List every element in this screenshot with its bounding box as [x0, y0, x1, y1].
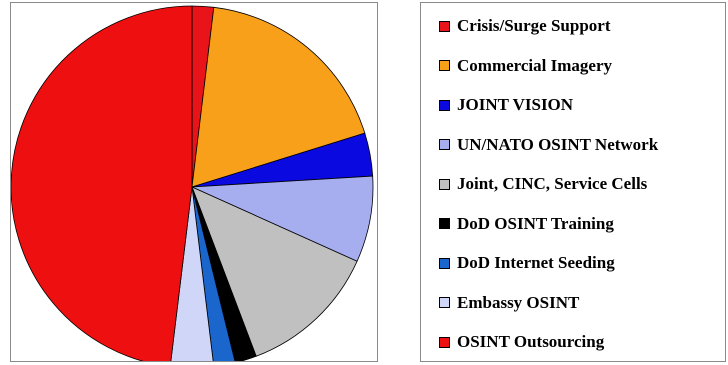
pie-chart	[11, 5, 374, 361]
legend-item: Joint, CINC, Service Cells	[439, 171, 647, 197]
pie-slice-1	[191, 6, 366, 188]
legend-label: DoD OSINT Training	[457, 213, 614, 233]
pie-chart-frame	[10, 2, 378, 362]
legend-item: Commercial Imagery	[439, 53, 612, 79]
pie-slice-7	[170, 186, 214, 361]
legend-swatch	[439, 139, 450, 150]
legend-label: Crisis/Surge Support	[457, 16, 611, 35]
pie-slice-5	[191, 186, 257, 361]
legend-item: UN/NATO OSINT Network	[439, 132, 658, 158]
legend-swatch	[439, 178, 450, 190]
legend-swatch	[439, 60, 450, 71]
legend-swatch	[439, 20, 450, 32]
chart-legend: Crisis/Surge Support Commercial Imagery JO…	[420, 2, 726, 362]
legend-item: Embassy OSINT	[439, 290, 579, 316]
pie-slice-6	[191, 186, 236, 361]
legend-label: UN/NATO OSINT Network	[457, 134, 659, 154]
legend-item: Crisis/Surge Support	[439, 13, 611, 39]
legend-label: JOINT VISION	[457, 95, 574, 114]
legend-item: OSINT Outsourcing	[439, 329, 604, 355]
legend-label: Commercial Imagery	[457, 55, 612, 75]
legend-label: DoD Internet Seeding	[457, 253, 615, 272]
legend-item: DoD OSINT Training	[439, 211, 614, 237]
legend-swatch	[439, 257, 450, 269]
legend-label: Joint, CINC, Service Cells	[457, 174, 648, 193]
legend-label: OSINT Outsourcing	[457, 332, 605, 351]
pie-slice-4	[191, 186, 358, 357]
legend-swatch	[439, 99, 450, 111]
legend-swatch	[439, 297, 450, 308]
pie-slice-8	[11, 5, 193, 361]
legend-item: DoD Internet Seeding	[439, 250, 615, 276]
legend-swatch	[439, 336, 450, 348]
legend-label: Embassy OSINT	[457, 292, 580, 312]
legend-swatch	[439, 218, 450, 229]
legend-item: JOINT VISION	[439, 92, 573, 118]
